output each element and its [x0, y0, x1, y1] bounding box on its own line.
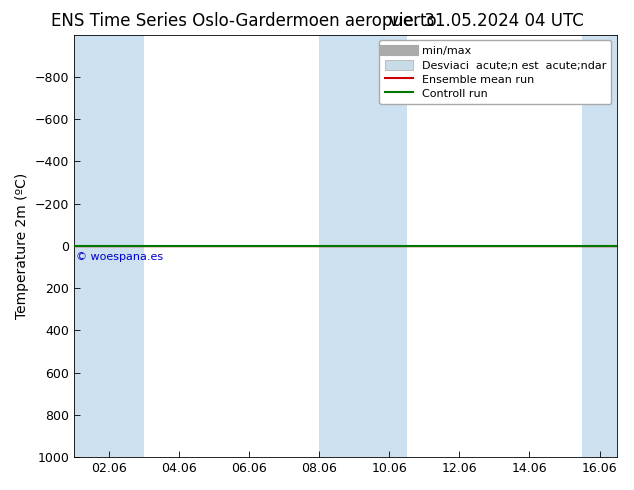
Legend: min/max, Desviaci  acute;n est  acute;ndar, Ensemble mean run, Controll run: min/max, Desviaci acute;n est acute;ndar… [379, 40, 611, 104]
Text: ENS Time Series Oslo-Gardermoen aeropuerto: ENS Time Series Oslo-Gardermoen aeropuer… [51, 12, 436, 30]
Text: © woespana.es: © woespana.es [75, 252, 163, 262]
Y-axis label: Temperature 2m (ºC): Temperature 2m (ºC) [15, 173, 29, 319]
Bar [582, 35, 617, 457]
Bar [319, 35, 407, 457]
Bar [74, 35, 144, 457]
Text: vie. 31.05.2024 04 UTC: vie. 31.05.2024 04 UTC [389, 12, 583, 30]
